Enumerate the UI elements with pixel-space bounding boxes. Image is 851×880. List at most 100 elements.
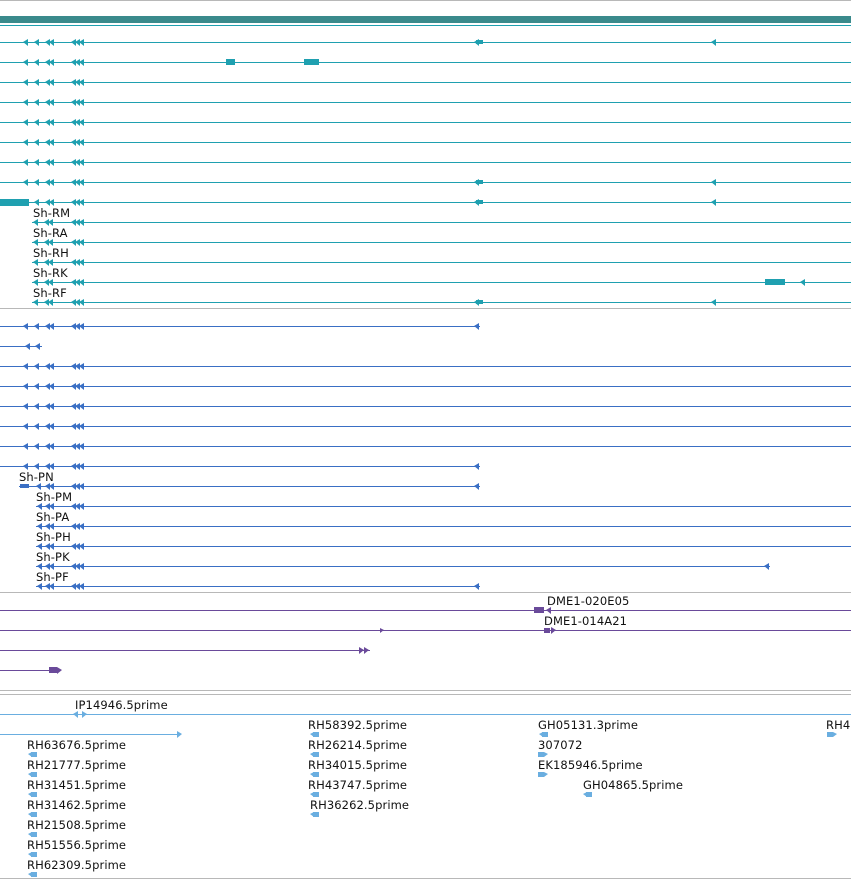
exon-arrow-left <box>45 443 50 450</box>
exon-arrow-left <box>71 443 76 450</box>
exon-arrow-left <box>37 583 42 590</box>
exon-arrow-left <box>45 363 50 370</box>
exon-arrow-left <box>79 543 84 550</box>
exon-arrow-left <box>71 39 76 46</box>
clone-label[interactable]: DME1-020E05 <box>547 594 630 608</box>
exon-arrow-left <box>45 119 50 126</box>
exon-arrow-left <box>34 99 39 106</box>
exon-arrow-left <box>23 403 28 410</box>
exon-arrow-left <box>474 583 479 590</box>
exon-arrow-left <box>71 219 76 226</box>
est-label[interactable]: RH62309.5prime <box>27 858 127 872</box>
exon-arrow-left <box>48 259 53 266</box>
exon-arrow-left <box>79 523 84 530</box>
clone-block <box>544 628 550 633</box>
est-label[interactable]: RH51556.5prime <box>27 838 127 852</box>
est-label[interactable]: GH04865.5prime <box>583 778 684 792</box>
exon-arrow-left <box>45 543 50 550</box>
transcript-label[interactable]: Sh-PK <box>36 550 70 564</box>
transcript-label[interactable]: Sh-PA <box>36 510 70 524</box>
exon-arrow-left <box>49 423 54 430</box>
exon-arrow-right <box>82 711 87 718</box>
exon-arrow-left <box>48 239 53 246</box>
exon-arrow-left <box>44 299 49 306</box>
exon-arrow-left <box>71 239 76 246</box>
exon-arrow-left <box>310 732 314 737</box>
exon-arrow-left <box>75 299 80 306</box>
exon-arrow-left <box>75 383 80 390</box>
exon-block <box>20 484 29 488</box>
exon-arrow-left <box>44 239 49 246</box>
est-label[interactable]: GH05131.3prime <box>538 718 639 732</box>
exon-arrow-left <box>75 543 80 550</box>
est-label[interactable]: RH58392.5prime <box>308 718 408 732</box>
exon-arrow-left <box>75 39 80 46</box>
exon-arrow-left <box>79 279 84 286</box>
exon-arrow-left <box>37 543 42 550</box>
exon-arrow-left <box>45 179 50 186</box>
est-label[interactable]: EK185946.5prime <box>538 758 643 772</box>
transcript-label[interactable]: Sh-RH <box>33 246 69 260</box>
exon-arrow-left <box>36 483 41 490</box>
exon-arrow-left <box>49 179 54 186</box>
exon-arrow-left <box>48 299 53 306</box>
exon-arrow-right <box>177 731 182 738</box>
exon-arrow-left <box>75 503 80 510</box>
exon-arrow-left <box>33 239 38 246</box>
transcript-label[interactable]: Sh-PN <box>19 470 54 484</box>
transcript-label[interactable]: Sh-RK <box>33 266 68 280</box>
est-label[interactable]: RH21777.5prime <box>27 758 127 772</box>
transcript-label[interactable]: Sh-PM <box>36 490 73 504</box>
transcript-label[interactable]: Sh-RA <box>33 226 68 240</box>
exon-arrow-left <box>28 832 32 837</box>
est-glyph <box>538 752 544 757</box>
exon-arrow-left <box>474 463 479 470</box>
exon-arrow-left <box>474 483 479 490</box>
exon-arrow-left <box>45 563 50 570</box>
exon-arrow-left <box>34 383 39 390</box>
est-glyph <box>538 772 544 777</box>
exon-arrow-left <box>45 463 50 470</box>
exon-arrow-left <box>49 383 54 390</box>
exon-arrow-left <box>73 711 78 718</box>
exon-arrow-left <box>45 383 50 390</box>
exon-arrow-left <box>79 323 84 330</box>
exon-arrow-left <box>23 383 28 390</box>
est-label[interactable]: 307072 <box>538 738 583 752</box>
est-label[interactable]: RH4 <box>826 718 851 732</box>
exon-arrow-left <box>33 279 38 286</box>
est-glyph <box>313 752 319 757</box>
clone-block <box>534 607 544 613</box>
exon-arrow-left <box>79 99 84 106</box>
est-glyph <box>313 772 319 777</box>
exon-block <box>304 59 319 65</box>
exon-arrow-left <box>75 139 80 146</box>
exon-arrow-left <box>79 119 84 126</box>
exon-arrow-left <box>45 59 50 66</box>
transcript-label[interactable]: Sh-PF <box>36 570 69 584</box>
transcript-label[interactable]: Sh-RF <box>33 286 67 300</box>
est-glyph <box>31 752 37 757</box>
transcript-label[interactable]: Sh-PH <box>36 530 71 544</box>
clone-label[interactable]: DME1-014A21 <box>544 614 628 628</box>
est-label[interactable]: IP14946.5prime <box>75 698 168 712</box>
exon-arrow-left <box>34 199 39 206</box>
transcript-label[interactable]: Sh-RM <box>33 206 71 220</box>
est-label[interactable]: RH43747.5prime <box>308 778 408 792</box>
est-label[interactable]: RH34015.5prime <box>308 758 408 772</box>
exon-arrow-right <box>359 647 364 654</box>
est-label[interactable]: RH31451.5prime <box>27 778 127 792</box>
exon-arrow-left <box>79 563 84 570</box>
est-label[interactable]: RH63676.5prime <box>27 738 127 752</box>
exon-arrow-left <box>23 363 28 370</box>
est-label[interactable]: RH36262.5prime <box>310 798 410 812</box>
exon-arrow-left <box>71 423 76 430</box>
exon-arrow-left <box>45 199 50 206</box>
est-label[interactable]: RH31462.5prime <box>27 798 127 812</box>
exon-arrow-left <box>75 59 80 66</box>
est-label[interactable]: RH21508.5prime <box>27 818 127 832</box>
exon-arrow-left <box>34 443 39 450</box>
est-label[interactable]: RH26214.5prime <box>308 738 408 752</box>
est-glyph <box>827 732 833 737</box>
exon-arrow-left <box>79 259 84 266</box>
